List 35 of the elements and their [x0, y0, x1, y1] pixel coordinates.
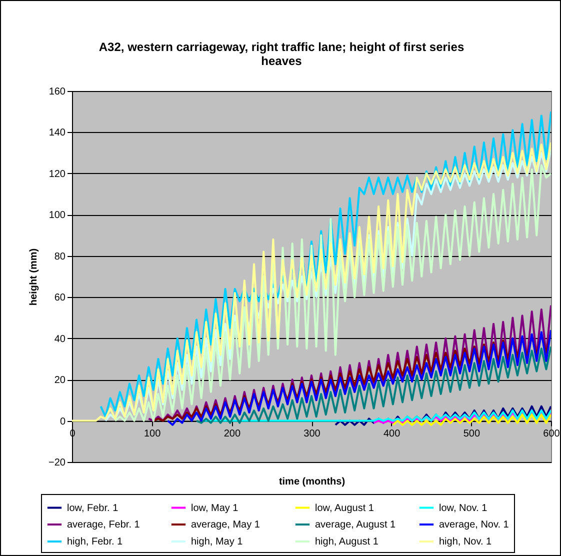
- legend-label: average, Nov. 1: [439, 520, 510, 530]
- legend-label: high, May 1: [191, 536, 244, 548]
- y-tick-label: 160: [48, 86, 66, 98]
- y-tick-label: −20: [48, 458, 66, 468]
- legend-label: average, August 1: [315, 520, 396, 530]
- legend-label: high, Febr. 1: [67, 536, 124, 548]
- chart-title: A32, western carriageway, right traffic lane; height of first series heaves: [98, 40, 464, 68]
- legend-label: average, Febr. 1: [67, 520, 140, 530]
- x-tick-label: 400: [383, 428, 401, 440]
- x-axis-title: time (months): [278, 476, 346, 488]
- legend-label: high, Nov. 1: [439, 536, 492, 548]
- x-tick-label: 600: [543, 428, 560, 440]
- line-series: [392, 414, 551, 426]
- y-tick-label: 140: [48, 128, 66, 139]
- y-tick-label: 60: [54, 292, 66, 304]
- y-axis-title: height (mm): [28, 248, 40, 306]
- legend-label: low, Febr. 1: [67, 502, 119, 514]
- x-tick-label: 100: [144, 428, 162, 440]
- legend-label: low, August 1: [315, 502, 374, 514]
- line-series: [200, 409, 551, 422]
- y-tick-label: 40: [54, 334, 66, 345]
- x-tick-label: 300: [304, 428, 321, 440]
- x-tick-label: 200: [224, 428, 241, 440]
- y-tick-label: 80: [54, 251, 66, 262]
- x-tick-label: 500: [463, 428, 480, 440]
- y-tick-label: 0: [60, 416, 66, 428]
- y-tick-label: 20: [54, 375, 66, 386]
- line-series: [196, 346, 551, 424]
- legend-label: low, May 1: [191, 502, 239, 514]
- legend-label: low, Nov. 1: [439, 502, 488, 514]
- y-tick-label: 120: [48, 168, 66, 180]
- y-tick-label: 100: [48, 210, 66, 222]
- line-series: [372, 412, 551, 424]
- legend-label: average, May 1: [191, 520, 260, 530]
- legend-label: high, August 1: [315, 536, 379, 548]
